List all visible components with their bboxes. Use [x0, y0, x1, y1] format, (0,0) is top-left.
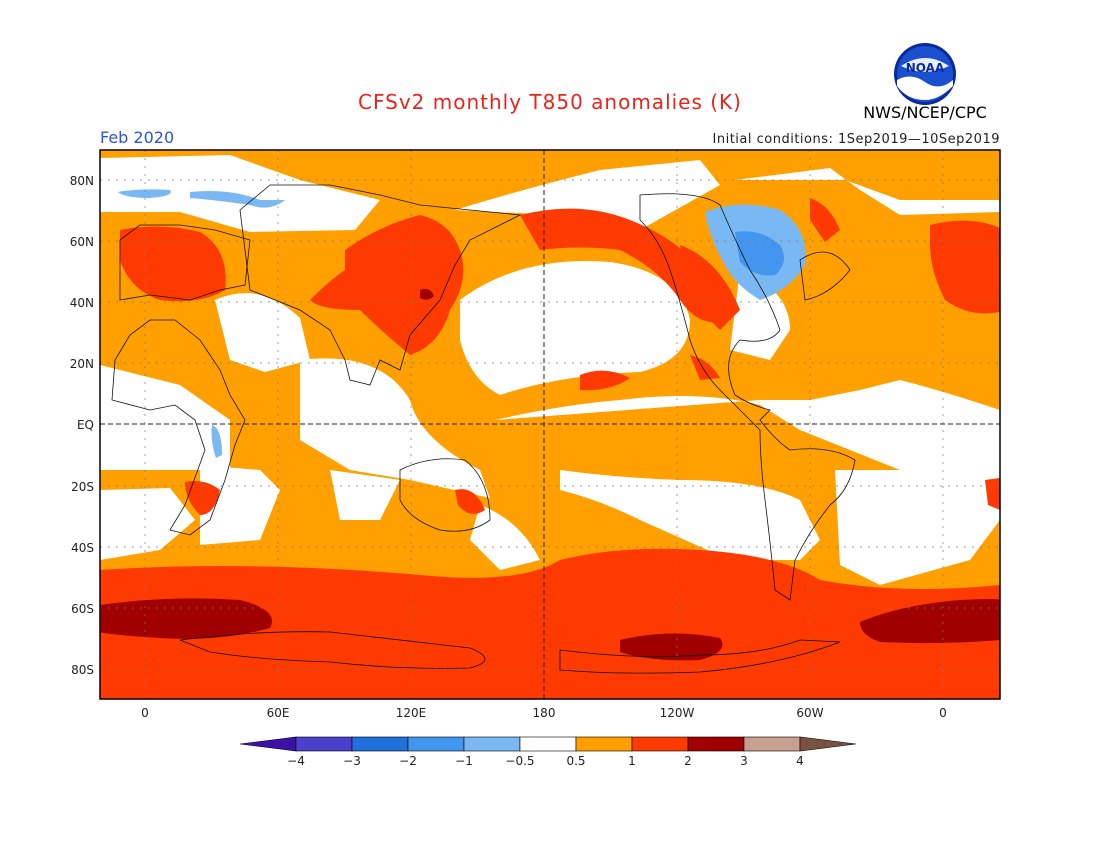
colorbar-label: −2 — [399, 754, 417, 768]
colorbar-min-arrow — [239, 736, 297, 752]
longitude-labels: 0 60E 120E 180 120W 60W 0 — [141, 706, 947, 720]
lat-label: 60S — [71, 602, 94, 616]
strong-warm-anomaly-regions — [100, 288, 1000, 661]
colorbar-label: 4 — [796, 754, 804, 768]
colorbar-label: 1 — [628, 754, 636, 768]
colorbar-label: 0.5 — [566, 754, 585, 768]
lat-label: 40N — [70, 296, 94, 310]
noaa-logo-icon: NOAA — [894, 43, 956, 105]
lon-label: 180 — [533, 706, 556, 720]
equator-dateline — [100, 150, 1000, 699]
lat-label: 80S — [71, 663, 94, 677]
colorbar-label: 3 — [740, 754, 748, 768]
forecast-month: Feb 2020 — [100, 128, 175, 147]
logo-text: NOAA — [906, 61, 945, 75]
colorbar-swatch — [351, 736, 409, 752]
colorbar-label: −0.5 — [505, 754, 534, 768]
colorbar-swatch — [463, 736, 521, 752]
colorbar-swatch — [519, 736, 577, 752]
coastlines — [111, 184, 856, 674]
lat-label: 40S — [71, 541, 94, 555]
map-frame — [99, 149, 1001, 700]
neutral-regions — [100, 155, 1000, 676]
colorbar-swatch — [631, 736, 689, 752]
lat-label: 80N — [70, 174, 94, 188]
lon-label: 60W — [796, 706, 823, 720]
colorbar-label: −3 — [343, 754, 361, 768]
lat-label: 20S — [71, 480, 94, 494]
colorbar-max-arrow — [799, 736, 857, 752]
colorbar-swatch — [743, 736, 801, 752]
lat-label: 60N — [70, 235, 94, 249]
colorbar-label: 2 — [684, 754, 692, 768]
lat-label: 20N — [70, 357, 94, 371]
lon-label: 0 — [141, 706, 149, 720]
colorbar-swatch — [575, 736, 633, 752]
organization-label: NWS/NCEP/CPC — [863, 103, 987, 122]
colorbar-label: −4 — [287, 754, 305, 768]
lon-label: 120E — [396, 706, 427, 720]
colorbar-swatch — [687, 736, 745, 752]
colorbar-label: −1 — [455, 754, 473, 768]
colorbar: −4 −3 −2 −1 −0.5 0.5 1 2 3 4 — [239, 736, 857, 768]
latitude-labels: 80N 60N 40N 20N EQ 20S 40S 60S 80S — [70, 174, 94, 677]
lon-label: 120W — [660, 706, 695, 720]
lat-label: EQ — [77, 418, 94, 432]
chart-title: CFSv2 monthly T850 anomalies (K) — [358, 90, 742, 114]
lon-label: 0 — [939, 706, 947, 720]
graticule — [100, 150, 1000, 699]
lon-label: 60E — [267, 706, 290, 720]
colorbar-swatch — [295, 736, 353, 752]
initial-conditions: Initial conditions: 1Sep2019—10Sep2019 — [712, 132, 1000, 147]
colorbar-swatch — [407, 736, 465, 752]
